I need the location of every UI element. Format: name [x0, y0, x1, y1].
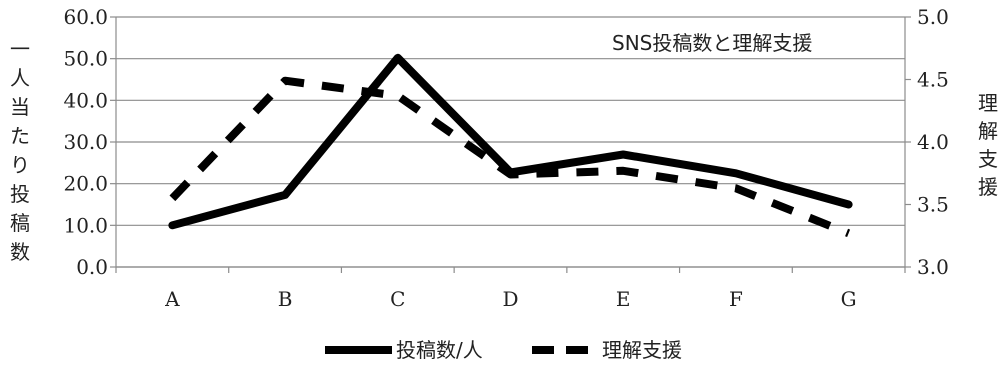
- category-label: E: [616, 287, 631, 311]
- axis-label-char: 投: [10, 182, 30, 206]
- legend-label: 投稿数/人: [396, 338, 483, 362]
- left-axis-ticks: 0.0 10.0 20.0 30.0 40.0 50.0 60.0: [63, 5, 116, 279]
- right-tick-label: 3.0: [917, 255, 949, 279]
- right-tick-label: 4.5: [917, 68, 949, 92]
- category-label: A: [164, 287, 180, 311]
- axis-label-char: 稿: [10, 211, 30, 235]
- left-tick-label: 20.0: [63, 172, 108, 196]
- category-label: D: [502, 287, 518, 311]
- legend: 投稿数/人 理解支援: [325, 338, 682, 362]
- axis-label-char: 一: [10, 37, 30, 61]
- legend-label: 理解支援: [602, 338, 682, 362]
- right-tick-label: 4.0: [917, 130, 949, 154]
- axis-label-char: 支: [978, 147, 998, 171]
- axis-label-char: 人: [10, 66, 30, 90]
- category-label: G: [841, 287, 857, 311]
- axis-label-char: 援: [978, 175, 998, 199]
- axes: [115, 17, 906, 273]
- left-tick-label: 60.0: [63, 5, 108, 29]
- left-tick-label: 0.0: [76, 255, 108, 279]
- axis-label-char: 当: [10, 95, 30, 119]
- axis-label-char: 解: [978, 119, 998, 143]
- series-lines: [168, 53, 853, 238]
- left-tick-label: 10.0: [63, 213, 108, 237]
- right-axis-ticks: 3.0 3.5 4.0 4.5 5.0: [905, 5, 949, 279]
- axis-label-char: り: [10, 153, 30, 177]
- axis-label-char: 理: [978, 91, 998, 115]
- chart-title: SNS投稿数と理解支援: [612, 31, 812, 55]
- gridlines: [116, 16, 905, 268]
- right-tick-label: 5.0: [917, 5, 949, 29]
- category-label: B: [278, 287, 293, 311]
- category-axis-labels: A B C D E F G: [164, 287, 857, 311]
- axis-label-char: 数: [10, 240, 30, 264]
- axis-label-char: た: [10, 124, 30, 148]
- right-tick-label: 3.5: [917, 193, 949, 217]
- left-tick-label: 30.0: [63, 130, 108, 154]
- left-tick-label: 40.0: [63, 88, 108, 112]
- left-tick-label: 50.0: [63, 47, 108, 71]
- category-label: F: [729, 287, 743, 311]
- category-label: C: [390, 287, 405, 311]
- right-axis-label: 理解支援: [978, 91, 998, 199]
- understanding-support-line: [169, 76, 851, 238]
